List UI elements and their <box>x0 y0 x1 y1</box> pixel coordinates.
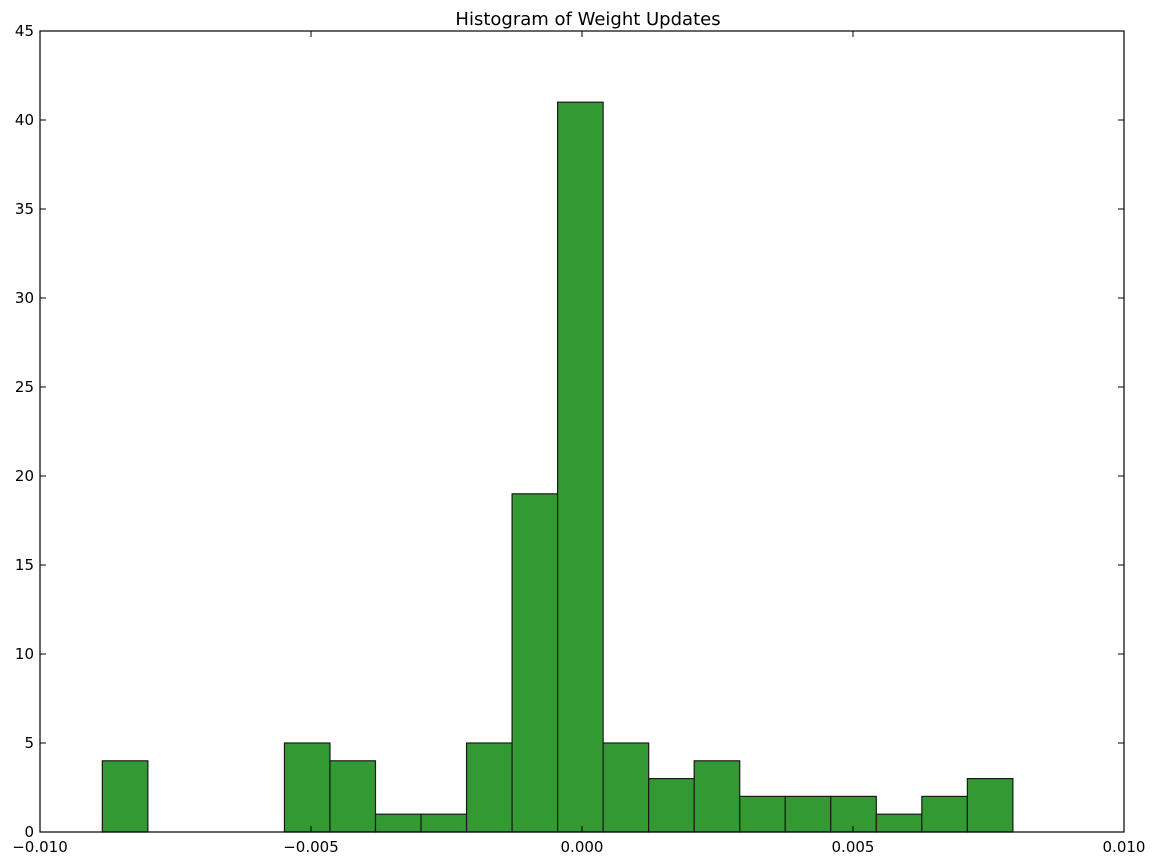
histogram-bar <box>511 493 559 833</box>
histogram-bar <box>739 795 786 833</box>
x-tick-label: 0.005 <box>832 838 875 856</box>
histogram-bar <box>329 760 377 833</box>
histogram-bar <box>465 742 513 833</box>
histogram-bar <box>784 795 832 833</box>
y-tick-label: 10 <box>15 645 34 663</box>
histogram-bar <box>557 101 604 833</box>
y-tick-label: 0 <box>24 823 34 841</box>
chart-title: Histogram of Weight Updates <box>455 9 720 30</box>
x-tick-label: −0.010 <box>12 838 68 856</box>
x-tick-label: 0.010 <box>1103 838 1146 856</box>
histogram-bar <box>420 813 468 833</box>
x-tick-label: 0.000 <box>561 838 604 856</box>
histogram-bar <box>648 777 695 833</box>
y-tick-label: 45 <box>15 22 34 40</box>
y-tick-label: 15 <box>15 556 34 574</box>
y-tick-label: 25 <box>15 378 34 396</box>
y-tick-label: 30 <box>15 289 34 307</box>
histogram-bar <box>830 795 877 833</box>
y-tick-label: 20 <box>15 467 34 485</box>
histogram-bar <box>966 777 1014 833</box>
histogram-bar <box>283 742 331 833</box>
y-tick-label: 5 <box>24 734 34 752</box>
plot-frame <box>39 30 1125 833</box>
histogram-bar <box>921 795 968 833</box>
histogram-bar <box>693 760 741 833</box>
y-tick-label: 35 <box>15 200 34 218</box>
histogram-bar <box>602 742 650 833</box>
y-tick-label: 40 <box>15 111 34 129</box>
histogram-bar <box>101 760 149 833</box>
histogram-bar <box>875 813 923 833</box>
x-tick-label: −0.005 <box>283 838 339 856</box>
histogram-bar <box>374 813 422 833</box>
